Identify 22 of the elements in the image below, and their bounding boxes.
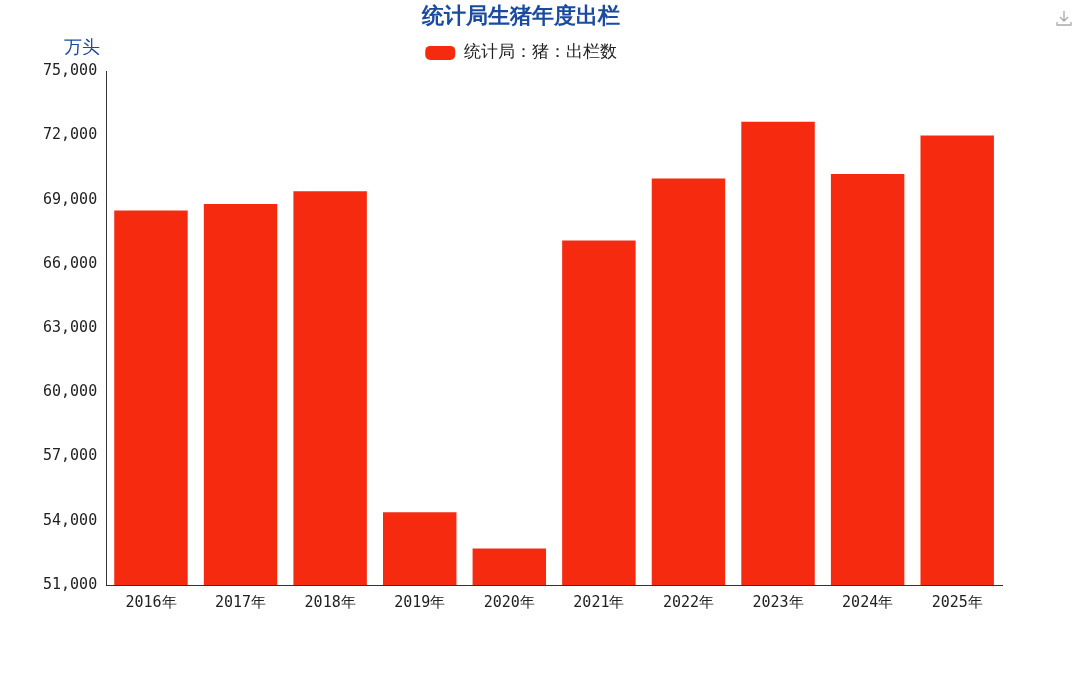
- y-tick-label: 60,000: [43, 382, 98, 401]
- y-tick-label: 57,000: [43, 446, 98, 465]
- x-tick-label: 2016年: [125, 592, 177, 611]
- y-tick-label: 51,000: [43, 574, 98, 593]
- legend-label: 统计局：猪：出栏数: [463, 41, 617, 62]
- x-tick-label: 2021年: [573, 592, 625, 611]
- y-axis-title: 万头: [64, 36, 101, 58]
- x-tick-label: 2018年: [304, 592, 356, 611]
- x-tick-label: 2024年: [842, 592, 894, 611]
- x-tick-label: 2019年: [394, 592, 446, 611]
- x-tick-label: 2017年: [214, 592, 267, 611]
- x-tick-label: 2025年: [931, 592, 983, 611]
- x-tick-label: 2023年: [752, 592, 804, 611]
- y-tick-label: 63,000: [43, 318, 98, 337]
- y-tick-label: 72,000: [43, 125, 98, 144]
- y-tick-label: 69,000: [43, 189, 98, 208]
- y-tick-label: 75,000: [43, 61, 98, 80]
- y-tick-label: 66,000: [43, 253, 98, 272]
- chart-title: 统计局生猪年度出栏: [421, 2, 620, 28]
- x-tick-label: 2022年: [662, 592, 715, 611]
- x-tick-label: 2020年: [483, 592, 535, 611]
- y-tick-label: 54,000: [43, 510, 98, 529]
